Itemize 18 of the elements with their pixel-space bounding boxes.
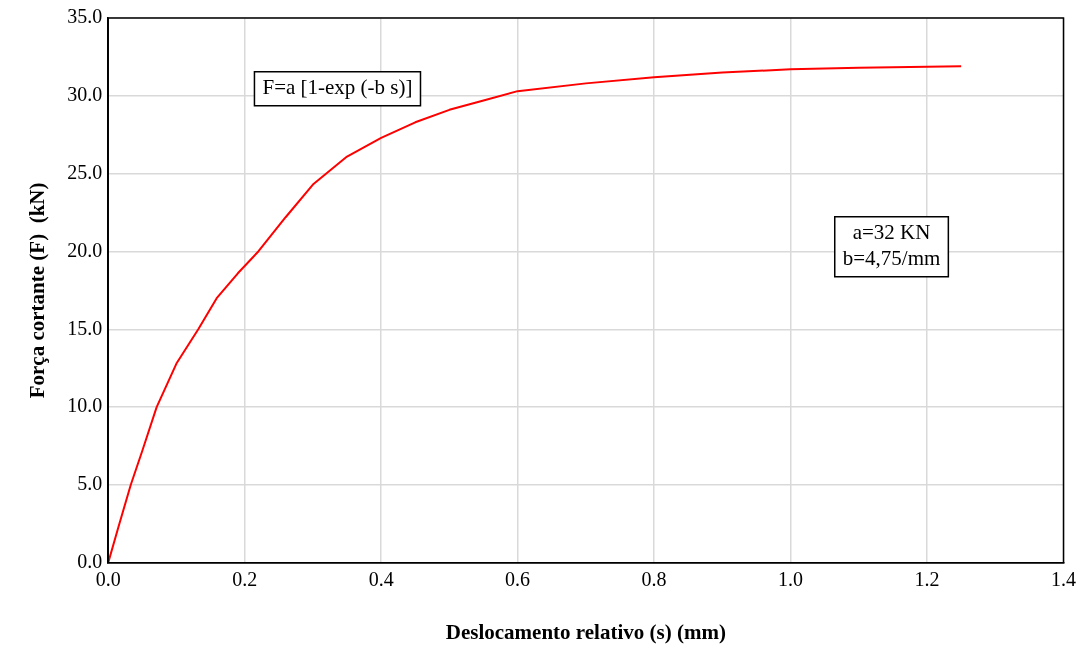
- x-tick-label: 0.8: [641, 568, 667, 591]
- x-tick-label: 0.2: [232, 568, 258, 591]
- x-tick-label: 1.0: [778, 568, 804, 591]
- y-tick-label: 30.0: [67, 83, 103, 106]
- x-tick-label: 0.4: [368, 568, 394, 591]
- y-tick-label: 25.0: [67, 160, 103, 183]
- annotation: a=32 KN b=4,75/mm: [842, 220, 941, 271]
- y-tick-label: 5.0: [77, 472, 103, 495]
- y-axis-title: Força cortante (F) (kN): [25, 182, 50, 399]
- y-tick-label: 10.0: [67, 394, 103, 417]
- y-tick-label: 20.0: [67, 238, 103, 261]
- x-axis-title: Deslocamento relativo (s) (mm): [445, 619, 726, 644]
- x-tick-label: 1.2: [914, 568, 940, 591]
- x-tick-label: 0.6: [505, 568, 531, 591]
- x-tick-label: 1.4: [1051, 568, 1076, 591]
- y-tick-label: 35.0: [67, 5, 103, 28]
- annotation: F=a [1-exp (-b s)]: [262, 75, 413, 100]
- y-tick-label: 15.0: [67, 316, 103, 339]
